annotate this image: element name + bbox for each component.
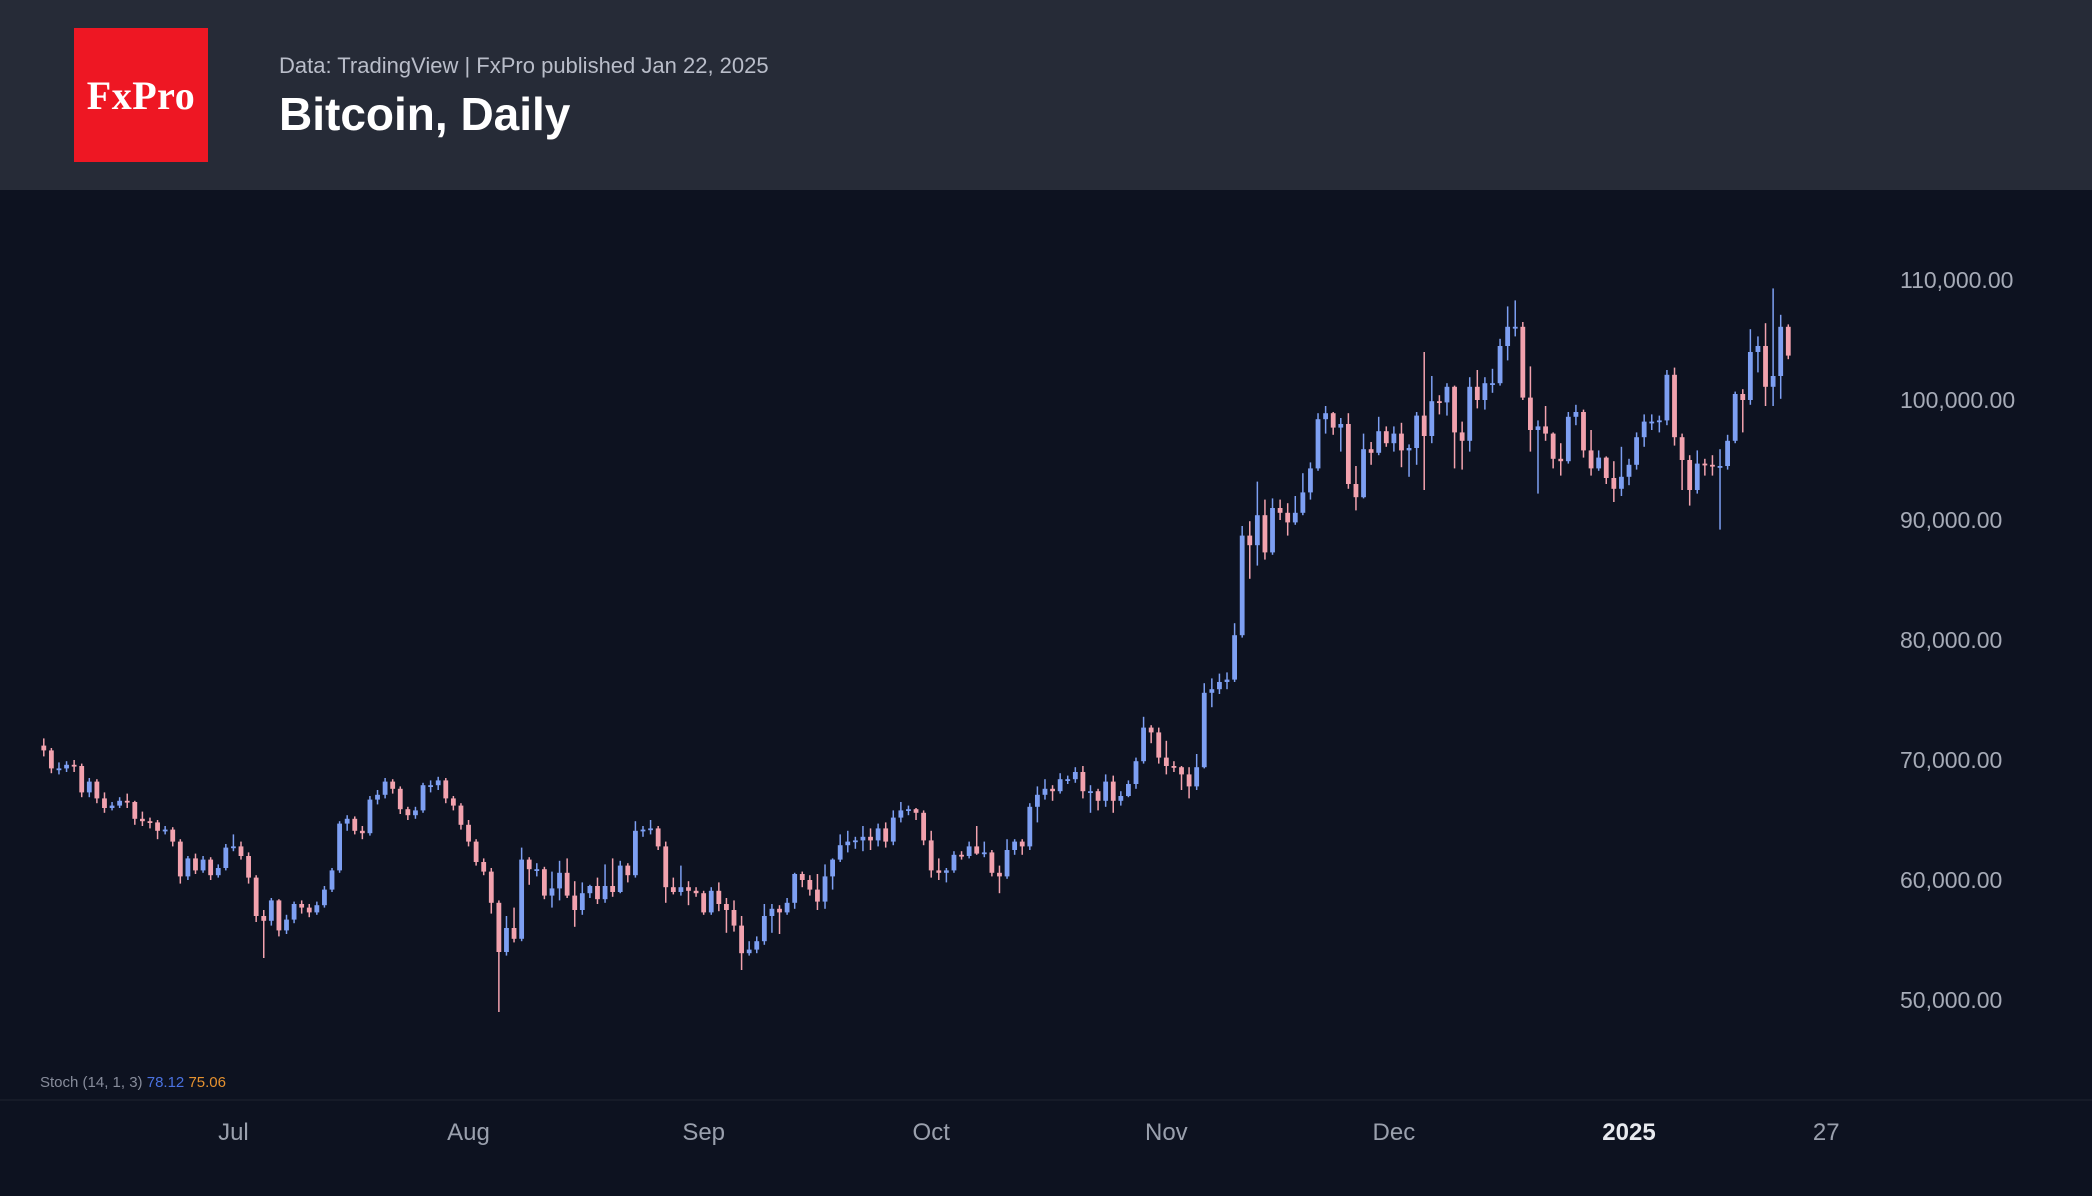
svg-text:90,000.00: 90,000.00 [1900, 507, 2002, 533]
chart-area[interactable]: 110,000.00 100,000.00 90,000.00 80,000.00 70… [0, 190, 2092, 1196]
header-bar: FxPro Data: TradingView | FxPro publishe… [0, 0, 2092, 190]
page-title: Bitcoin, Daily [279, 88, 571, 140]
svg-text:Aug: Aug [447, 1119, 490, 1146]
source-attribution: Data: TradingView | FxPro published Jan … [279, 53, 769, 78]
svg-text:27: 27 [1813, 1119, 1840, 1146]
header-text-block: Data: TradingView | FxPro published Jan … [279, 53, 769, 137]
svg-text:60,000.00: 60,000.00 [1900, 867, 2002, 893]
svg-text:110,000.00: 110,000.00 [1900, 267, 2013, 293]
svg-text:Dec: Dec [1373, 1119, 1416, 1146]
svg-text:2025: 2025 [1602, 1119, 1655, 1146]
svg-text:50,000.00: 50,000.00 [1900, 987, 2002, 1013]
svg-text:70,000.00: 70,000.00 [1900, 747, 2002, 773]
svg-text:Oct: Oct [913, 1119, 951, 1146]
svg-text:Nov: Nov [1145, 1119, 1188, 1146]
fxpro-logo: FxPro [74, 28, 208, 162]
svg-text:Sep: Sep [682, 1119, 725, 1146]
svg-text:100,000.00: 100,000.00 [1900, 387, 2015, 413]
svg-text:Jul: Jul [218, 1119, 249, 1146]
candlestick-chart[interactable]: 110,000.00 100,000.00 90,000.00 80,000.00 70… [0, 190, 2092, 1196]
svg-text:Stoch (14, 1, 3) 78.12 75.06: Stoch (14, 1, 3) 78.12 75.06 [40, 1074, 226, 1091]
svg-text:80,000.00: 80,000.00 [1900, 627, 2002, 653]
